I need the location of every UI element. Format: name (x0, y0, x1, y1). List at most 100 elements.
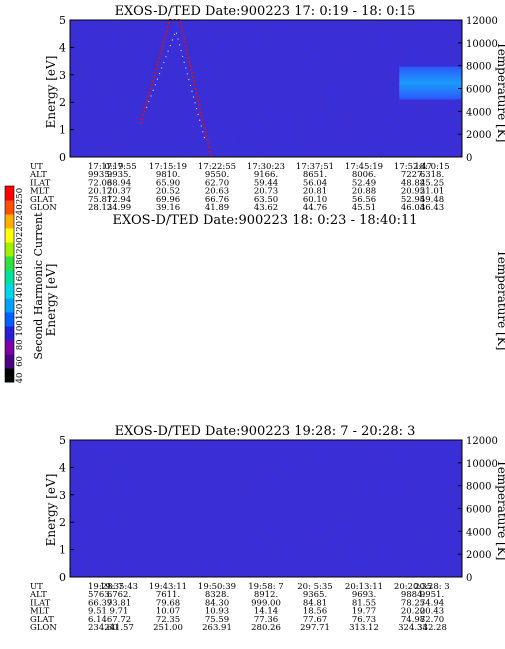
ephemeris-value: 17: 7:55 (101, 162, 136, 172)
ephemeris-value: 20.17 (88, 187, 112, 197)
ephemeris-row-label: GLAT (30, 615, 54, 625)
y-tick-label: 3 (59, 69, 66, 82)
ephemeris-value: 17: 0:19 (88, 162, 123, 172)
ephemeris-value: 75.59 (205, 615, 229, 625)
ephemeris-value: 20.95 (401, 187, 425, 197)
ephemeris-row-label: ALT (29, 590, 47, 600)
ephemeris-value: 20:20:35 (394, 582, 432, 592)
ephemeris-value: 19:35:43 (100, 582, 138, 592)
panel-1: EXOS-D/TED Date:900223 17: 0:19 - 18: 0:… (29, 4, 505, 213)
colorbar-tick-label: 240 (15, 204, 25, 220)
ephemeris-value: 241.57 (104, 623, 134, 633)
y-axis-label: Energy [eV] (44, 264, 58, 337)
ephemeris-value: 77.36 (254, 615, 278, 625)
ephemeris-value: 69.96 (156, 195, 180, 205)
ephemeris-row-label: ILAT (30, 598, 51, 608)
ephemeris-value: 65.90 (156, 178, 180, 188)
ephemeris-value: 17:45:19 (345, 162, 383, 172)
ephemeris-value: 17:15:19 (149, 162, 187, 172)
colorbar-swatch (5, 214, 14, 229)
ephemeris-value: 9935. (88, 170, 112, 180)
ephemeris-row-label: UT (30, 162, 43, 172)
colorbar-tick-label: 120 (15, 304, 25, 320)
ephemeris-value: 79.68 (156, 598, 180, 608)
ephemeris-value: 9.71 (110, 607, 129, 617)
ephemeris-value: 7227. (401, 170, 425, 180)
ephemeris-row-label: MLT (30, 607, 50, 617)
ephemeris-value: 8912. (254, 590, 278, 600)
y-tick-label: 0 (59, 151, 66, 164)
y-axis-label: Energy [eV] (44, 56, 58, 129)
ephemeris-row-label: ILAT (30, 178, 51, 188)
ephemeris-value: 10.07 (156, 607, 180, 617)
ephemeris-value: 19.77 (352, 607, 376, 617)
ephemeris-row-label: ALT (29, 170, 47, 180)
ephemeris-value: 251.00 (153, 623, 183, 633)
ephemeris-value: 280.26 (251, 623, 281, 633)
y2-tick-label: 2000 (466, 550, 491, 561)
ephemeris-value: 76.73 (352, 615, 376, 625)
y-tick-label: 1 (59, 124, 66, 137)
ephemeris-value: 52.95 (401, 195, 425, 205)
ephemeris-value: 43.62 (254, 203, 278, 213)
colorbar-swatch (5, 242, 14, 257)
colorbar-tick-label: 220 (15, 221, 25, 237)
colorbar-tick-label: 140 (15, 287, 25, 303)
ephemeris-value: 41.89 (205, 203, 229, 213)
ephemeris-row-label: MLT (30, 187, 50, 197)
y-tick-label: 5 (59, 14, 66, 27)
ephemeris-value: 263.91 (202, 623, 232, 633)
panel-3: EXOS-D/TED Date:900223 19:28: 7 - 20:28:… (44, 424, 505, 560)
panel-title: EXOS-D/TED Date:900223 17: 0:19 - 18: 0:… (115, 4, 416, 19)
ephemeris-value: 332.28 (417, 623, 447, 633)
ephemeris-value: 49.48 (420, 195, 444, 205)
panel-title: EXOS-D/TED Date:900223 19:28: 7 - 20:28:… (115, 424, 416, 439)
ephemeris-value: 5763. (88, 590, 112, 600)
ephemeris-value: 56.04 (303, 178, 327, 188)
y-tick-label: 2 (59, 516, 66, 529)
ephemeris-value: 84.30 (205, 598, 229, 608)
ephemeris-value: 234.60 (88, 623, 118, 633)
ephemeris-value: 9810. (156, 170, 180, 180)
ephemeris-value: 39.16 (156, 203, 180, 213)
colorbar-swatch (5, 368, 14, 383)
ephemeris-value: 68.94 (107, 178, 131, 188)
y2-axis-label: Temperature [K] (495, 42, 505, 143)
ephemeris-value: 18.56 (303, 607, 327, 617)
ephemeris-value: 20.37 (107, 187, 131, 197)
ephemeris-value: 66.39 (88, 598, 112, 608)
colorbar-tick-label: 60 (15, 356, 25, 367)
ephemeris-value: 20: 5:35 (297, 582, 332, 592)
colorbar-tick-label: 80 (15, 339, 25, 350)
ephemeris-value: 9365. (303, 590, 327, 600)
ephemeris-value: 6762. (107, 590, 131, 600)
ephemeris-value: 66.76 (205, 195, 229, 205)
ephemeris-value: 72.94 (107, 195, 131, 205)
background-noise (70, 440, 463, 577)
ephemeris-value: 313.12 (349, 623, 379, 633)
ephemeris-row-label: GLON (30, 623, 57, 633)
ephemeris-value: 20.73 (254, 187, 278, 197)
ephemeris-value: 62.70 (205, 178, 229, 188)
y2-tick-label: 2000 (466, 130, 491, 141)
ephemeris-row-label: UT (30, 582, 43, 592)
ephemeris-value: 63.50 (254, 195, 278, 205)
y2-tick-label: 0 (466, 153, 472, 164)
ephemeris-value: 17:22:55 (198, 162, 236, 172)
ephemeris-value: 999.00 (251, 598, 281, 608)
spectrogram-plot: 0 1 2 3 4 5 0 2000 4000 6000 8000 10000 12000 (59, 434, 498, 584)
ephemeris-value: 19:43:11 (149, 582, 187, 592)
ephemeris-value: 67.72 (107, 615, 131, 625)
ephemeris-value: 74.94 (420, 598, 444, 608)
colorbar-swatch (5, 228, 14, 243)
ephemeris-value: 17:52:47 (394, 162, 432, 172)
ephemeris-value: 324.34 (398, 623, 428, 633)
y2-tick-label: 0 (466, 573, 472, 584)
ephemeris-row-label: GLAT (30, 195, 54, 205)
y2-tick-label: 8000 (466, 62, 491, 73)
y2-tick-label: 4000 (466, 527, 491, 538)
ephemeris-value: 20.52 (156, 187, 180, 197)
ephemeris-value: 73.81 (107, 598, 131, 608)
y-tick-label: 1 (59, 544, 66, 557)
